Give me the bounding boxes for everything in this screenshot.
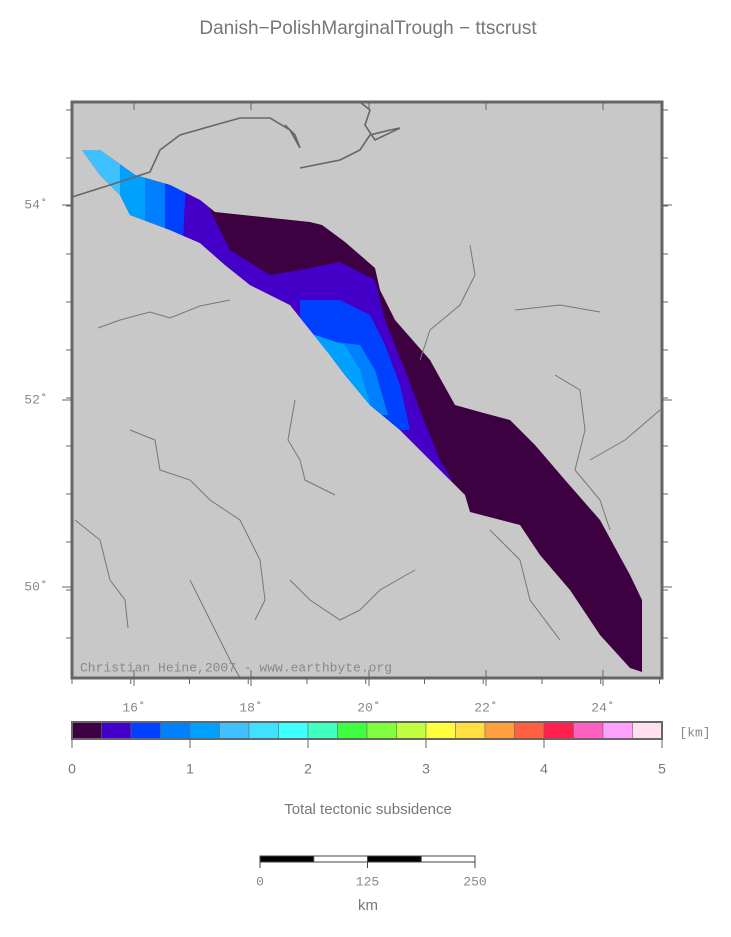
scalebar-tick-label: 125 — [356, 874, 379, 889]
colorbar-swatch — [71, 721, 102, 740]
colorbar-swatch — [543, 721, 574, 740]
colorbar-tick-label: 1 — [186, 761, 194, 777]
lon-label: 18˚ — [239, 700, 262, 715]
colorbar-swatch — [337, 721, 368, 740]
scalebar-tick-label: 250 — [463, 874, 486, 889]
lon-label: 22˚ — [474, 700, 497, 715]
colorbar-tick-label: 2 — [304, 761, 312, 777]
colorbar-unit: [km] — [679, 725, 710, 740]
colorbar-tick-label: 4 — [540, 761, 548, 777]
colorbar-swatch — [130, 721, 161, 740]
colorbar-swatch — [573, 721, 604, 740]
colorbar-tick-label: 0 — [68, 761, 76, 777]
colorbar-tick-label: 3 — [422, 761, 430, 777]
colorbar-frame — [71, 721, 663, 740]
coastline — [71, 101, 401, 198]
colorbar-swatch — [160, 721, 191, 740]
lon-label: 20˚ — [357, 700, 380, 715]
rivers — [74, 244, 661, 679]
colorbar-swatch — [307, 721, 338, 740]
title: Danish−PolishMarginalTrough − ttscrust — [199, 18, 537, 39]
lat-label: 50˚ — [24, 579, 47, 594]
scalebar-segment — [420, 855, 476, 863]
colorbar-swatch — [278, 721, 309, 740]
credit: Christian Heine,2007 - www.earthbyte.org — [80, 660, 392, 675]
colorbar-swatch — [425, 721, 456, 740]
lat-label: 52˚ — [24, 392, 47, 407]
scalebar-unit: km — [358, 897, 378, 914]
colorbar-swatch — [514, 721, 545, 740]
colorbar-swatch — [248, 721, 279, 740]
colorbar-swatch — [632, 721, 663, 740]
colorbar-swatch — [455, 721, 486, 740]
lon-label: 16˚ — [122, 700, 145, 715]
colorbar-swatch — [189, 721, 220, 740]
colorbar-swatch — [484, 721, 515, 740]
colorbar-swatch — [366, 721, 397, 740]
colorbar-label: Total tectonic subsidence — [284, 801, 452, 818]
colorbar-swatch — [396, 721, 427, 740]
scalebar-segment — [313, 855, 368, 863]
scalebar-tick-label: 0 — [256, 874, 264, 889]
scalebar-segment — [259, 855, 315, 863]
lat-label: 54˚ — [24, 197, 47, 212]
scalebar-segment — [367, 855, 422, 863]
colorbar-swatch — [219, 721, 250, 740]
lon-label: 24˚ — [591, 700, 614, 715]
colorbar-swatch — [101, 721, 132, 740]
colorbar-swatch — [602, 721, 633, 740]
map-frame — [70, 100, 664, 680]
colorbar-tick-label: 5 — [658, 761, 666, 777]
